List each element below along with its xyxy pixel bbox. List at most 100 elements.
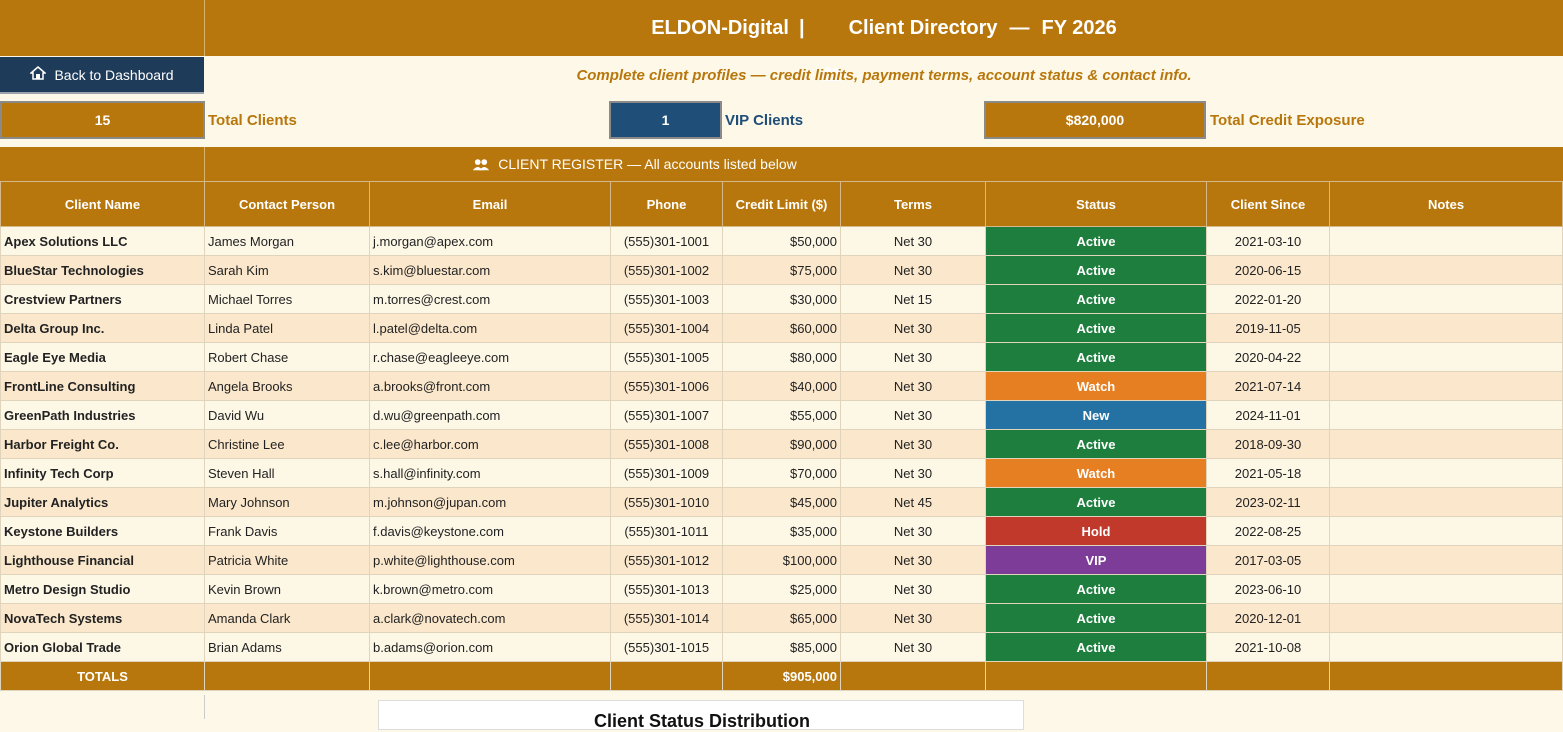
phone-cell[interactable]: (555)301-1002 xyxy=(610,255,723,285)
contact-person-cell[interactable]: Michael Torres xyxy=(204,284,370,314)
table-row[interactable]: Lighthouse Financial Patricia White p.whit… xyxy=(0,545,1563,575)
client-since-cell[interactable]: 2021-03-10 xyxy=(1206,226,1330,256)
credit-limit-cell[interactable]: $60,000 xyxy=(722,313,841,343)
credit-limit-cell[interactable]: $65,000 xyxy=(722,603,841,633)
contact-person-cell[interactable]: Angela Brooks xyxy=(204,371,370,401)
client-since-cell[interactable]: 2021-10-08 xyxy=(1206,632,1330,662)
phone-cell[interactable]: (555)301-1003 xyxy=(610,284,723,314)
email-cell[interactable]: c.lee@harbor.com xyxy=(369,429,611,459)
terms-cell[interactable]: Net 45 xyxy=(840,487,986,517)
status-badge[interactable]: Active xyxy=(985,342,1207,372)
credit-limit-cell[interactable]: $85,000 xyxy=(722,632,841,662)
terms-cell[interactable]: Net 30 xyxy=(840,458,986,488)
email-cell[interactable]: s.kim@bluestar.com xyxy=(369,255,611,285)
notes-cell[interactable] xyxy=(1329,603,1563,633)
phone-cell[interactable]: (555)301-1010 xyxy=(610,487,723,517)
table-row[interactable]: NovaTech Systems Amanda Clark a.clark@nova… xyxy=(0,603,1563,633)
phone-cell[interactable]: (555)301-1015 xyxy=(610,632,723,662)
table-row[interactable]: Eagle Eye Media Robert Chase r.chase@eagle… xyxy=(0,342,1563,372)
table-row[interactable]: Delta Group Inc. Linda Patel l.patel@delta… xyxy=(0,313,1563,343)
client-name-cell[interactable]: Harbor Freight Co. xyxy=(0,429,205,459)
credit-limit-cell[interactable]: $50,000 xyxy=(722,226,841,256)
contact-person-cell[interactable]: Sarah Kim xyxy=(204,255,370,285)
notes-cell[interactable] xyxy=(1329,487,1563,517)
terms-cell[interactable]: Net 30 xyxy=(840,632,986,662)
col-header-email[interactable]: Email xyxy=(369,181,611,227)
terms-cell[interactable]: Net 30 xyxy=(840,516,986,546)
table-row[interactable]: Apex Solutions LLC James Morgan j.morgan@a… xyxy=(0,226,1563,256)
email-cell[interactable]: r.chase@eagleeye.com xyxy=(369,342,611,372)
phone-cell[interactable]: (555)301-1007 xyxy=(610,400,723,430)
table-row[interactable]: Harbor Freight Co. Christine Lee c.lee@har… xyxy=(0,429,1563,459)
status-badge[interactable]: Active xyxy=(985,574,1207,604)
client-name-cell[interactable]: Infinity Tech Corp xyxy=(0,458,205,488)
notes-cell[interactable] xyxy=(1329,313,1563,343)
terms-cell[interactable]: Net 30 xyxy=(840,603,986,633)
credit-limit-cell[interactable]: $80,000 xyxy=(722,342,841,372)
email-cell[interactable]: k.brown@metro.com xyxy=(369,574,611,604)
status-badge[interactable]: Active xyxy=(985,632,1207,662)
status-badge[interactable]: Active xyxy=(985,429,1207,459)
terms-cell[interactable]: Net 30 xyxy=(840,255,986,285)
credit-limit-cell[interactable]: $75,000 xyxy=(722,255,841,285)
table-row[interactable]: BlueStar Technologies Sarah Kim s.kim@blue… xyxy=(0,255,1563,285)
status-badge[interactable]: Active xyxy=(985,255,1207,285)
notes-cell[interactable] xyxy=(1329,226,1563,256)
table-row[interactable]: Jupiter Analytics Mary Johnson m.johnson@j… xyxy=(0,487,1563,517)
contact-person-cell[interactable]: Patricia White xyxy=(204,545,370,575)
client-since-cell[interactable]: 2017-03-05 xyxy=(1206,545,1330,575)
col-header-phone[interactable]: Phone xyxy=(610,181,723,227)
email-cell[interactable]: p.white@lighthouse.com xyxy=(369,545,611,575)
phone-cell[interactable]: (555)301-1005 xyxy=(610,342,723,372)
client-name-cell[interactable]: FrontLine Consulting xyxy=(0,371,205,401)
status-badge[interactable]: Active xyxy=(985,603,1207,633)
client-name-cell[interactable]: BlueStar Technologies xyxy=(0,255,205,285)
client-name-cell[interactable]: Crestview Partners xyxy=(0,284,205,314)
phone-cell[interactable]: (555)301-1014 xyxy=(610,603,723,633)
status-badge[interactable]: Active xyxy=(985,487,1207,517)
client-since-cell[interactable]: 2018-09-30 xyxy=(1206,429,1330,459)
status-badge[interactable]: Hold xyxy=(985,516,1207,546)
contact-person-cell[interactable]: Robert Chase xyxy=(204,342,370,372)
credit-limit-cell[interactable]: $40,000 xyxy=(722,371,841,401)
client-name-cell[interactable]: Lighthouse Financial xyxy=(0,545,205,575)
client-since-cell[interactable]: 2019-11-05 xyxy=(1206,313,1330,343)
status-badge[interactable]: VIP xyxy=(985,545,1207,575)
email-cell[interactable]: m.johnson@jupan.com xyxy=(369,487,611,517)
credit-limit-cell[interactable]: $100,000 xyxy=(722,545,841,575)
table-row[interactable]: FrontLine Consulting Angela Brooks a.brook… xyxy=(0,371,1563,401)
terms-cell[interactable]: Net 30 xyxy=(840,226,986,256)
credit-limit-cell[interactable]: $30,000 xyxy=(722,284,841,314)
table-row[interactable]: Metro Design Studio Kevin Brown k.brown@me… xyxy=(0,574,1563,604)
client-since-cell[interactable]: 2023-06-10 xyxy=(1206,574,1330,604)
status-badge[interactable]: Active xyxy=(985,226,1207,256)
email-cell[interactable]: s.hall@infinity.com xyxy=(369,458,611,488)
terms-cell[interactable]: Net 30 xyxy=(840,313,986,343)
credit-limit-cell[interactable]: $90,000 xyxy=(722,429,841,459)
contact-person-cell[interactable]: Frank Davis xyxy=(204,516,370,546)
email-cell[interactable]: a.clark@novatech.com xyxy=(369,603,611,633)
client-since-cell[interactable]: 2020-04-22 xyxy=(1206,342,1330,372)
notes-cell[interactable] xyxy=(1329,371,1563,401)
client-since-cell[interactable]: 2021-07-14 xyxy=(1206,371,1330,401)
terms-cell[interactable]: Net 30 xyxy=(840,429,986,459)
phone-cell[interactable]: (555)301-1006 xyxy=(610,371,723,401)
notes-cell[interactable] xyxy=(1329,284,1563,314)
client-since-cell[interactable]: 2021-05-18 xyxy=(1206,458,1330,488)
table-row[interactable]: Keystone Builders Frank Davis f.davis@keys… xyxy=(0,516,1563,546)
email-cell[interactable]: d.wu@greenpath.com xyxy=(369,400,611,430)
contact-person-cell[interactable]: Steven Hall xyxy=(204,458,370,488)
client-name-cell[interactable]: Eagle Eye Media xyxy=(0,342,205,372)
terms-cell[interactable]: Net 30 xyxy=(840,545,986,575)
client-since-cell[interactable]: 2020-12-01 xyxy=(1206,603,1330,633)
client-name-cell[interactable]: NovaTech Systems xyxy=(0,603,205,633)
client-name-cell[interactable]: Apex Solutions LLC xyxy=(0,226,205,256)
terms-cell[interactable]: Net 30 xyxy=(840,400,986,430)
client-name-cell[interactable]: Orion Global Trade xyxy=(0,632,205,662)
client-name-cell[interactable]: Keystone Builders xyxy=(0,516,205,546)
contact-person-cell[interactable]: Mary Johnson xyxy=(204,487,370,517)
email-cell[interactable]: l.patel@delta.com xyxy=(369,313,611,343)
table-row[interactable]: Orion Global Trade Brian Adams b.adams@ori… xyxy=(0,632,1563,662)
credit-limit-cell[interactable]: $55,000 xyxy=(722,400,841,430)
terms-cell[interactable]: Net 30 xyxy=(840,371,986,401)
